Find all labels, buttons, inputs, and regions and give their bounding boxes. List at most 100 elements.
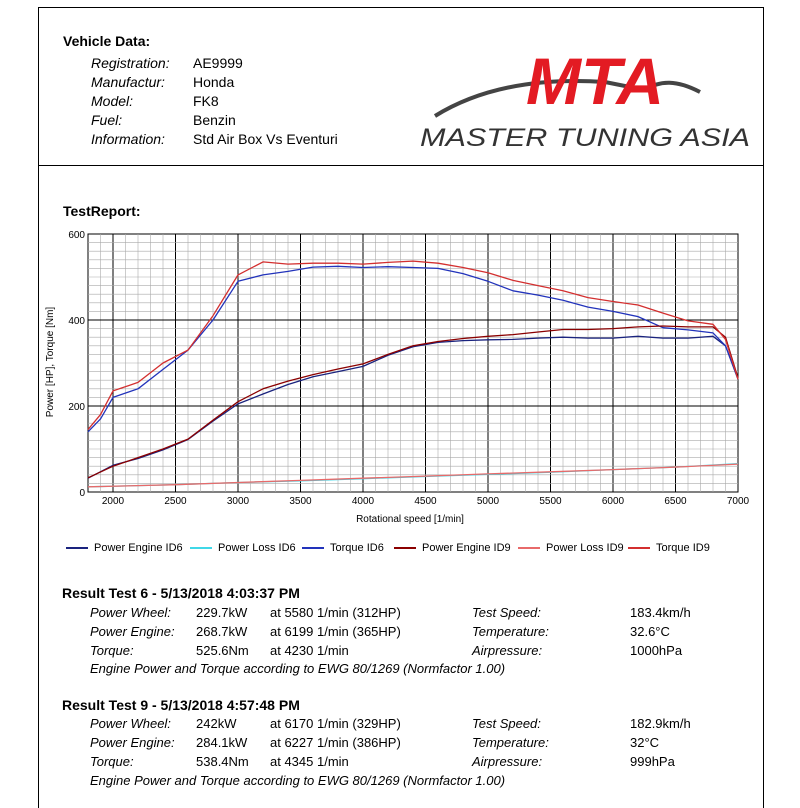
- chart-axes: 2000 2500 3000 3500 4000 4500 5000 5500 6000 6500…: [68, 230, 749, 507]
- logo-mark: MTA: [526, 44, 664, 118]
- logo-text: MASTER TUNING ASIA: [420, 124, 750, 152]
- result-note: Engine Power and Torque according to EWG…: [90, 773, 506, 788]
- result-param-value: 1000hPa: [630, 643, 683, 658]
- result-detail: at 6199 1/min (365HP): [270, 624, 401, 639]
- result-value: 268.7kW: [196, 624, 248, 639]
- y-tick-label: 600: [68, 230, 85, 241]
- vehicle-row-fuel: Fuel: Benzin: [39, 112, 399, 130]
- result-label: Torque:: [90, 643, 134, 658]
- x-tick-label: 7000: [727, 496, 750, 507]
- x-tick-label: 3500: [289, 496, 312, 507]
- vehicle-label: Fuel:: [91, 112, 123, 128]
- legend-item: Power Loss ID6: [190, 542, 296, 554]
- result-detail: at 6170 1/min (329HP): [270, 716, 401, 731]
- vehicle-value: AE9999: [193, 55, 243, 71]
- legend-swatch: [394, 547, 416, 549]
- series-line-torque-id6: [87, 265, 739, 433]
- vehicle-row-registration: Registration: AE9999: [39, 55, 399, 73]
- result-value: 538.4Nm: [196, 754, 249, 769]
- x-tick-label: 2000: [102, 496, 125, 507]
- legend-label: Torque ID6: [330, 542, 384, 554]
- result-detail: at 4345 1/min: [270, 754, 349, 769]
- report-frame: Vehicle Data: Registration: AE9999 Manuf…: [38, 7, 764, 808]
- result-detail: at 4230 1/min: [270, 643, 349, 658]
- vehicle-label: Information:: [91, 131, 165, 147]
- x-tick-label: 5000: [477, 496, 500, 507]
- legend-swatch: [518, 547, 540, 549]
- legend-label: Torque ID9: [656, 542, 710, 554]
- chart-grid: [87, 233, 739, 493]
- result-value: 284.1kW: [196, 735, 248, 750]
- result-param-value: 32°C: [630, 735, 660, 750]
- legend-item: Power Engine ID6: [66, 542, 183, 554]
- vehicle-row-model: Model: FK8: [39, 93, 399, 111]
- legend-item: Torque ID6: [302, 542, 384, 554]
- result-param-value: 999hPa: [630, 754, 675, 769]
- results-area: Result Test 6 - 5/13/2018 4:03:37 PM Pow…: [38, 0, 762, 800]
- result-label: Power Engine:: [90, 735, 175, 750]
- result-param-value: 182.9km/h: [630, 716, 691, 731]
- series-line-power-engine-id9: [87, 325, 739, 479]
- result-param: Temperature:: [472, 735, 549, 750]
- legend-swatch: [190, 547, 212, 549]
- legend-label: Power Loss ID9: [546, 542, 624, 554]
- vehicle-label: Model:: [91, 93, 134, 109]
- x-tick-label: 6500: [664, 496, 687, 507]
- result-label: Torque:: [90, 754, 134, 769]
- legend-swatch: [66, 547, 88, 549]
- vehicle-row-manufacturer: Manufactur: Honda: [39, 74, 399, 92]
- y-axis-label: Power [HP], Torque [Nm]: [45, 307, 56, 418]
- series-line-torque-id9: [87, 260, 739, 431]
- result-detail: at 6227 1/min (386HP): [270, 735, 401, 750]
- result-title: Result Test 6 - 5/13/2018 4:03:37 PM: [62, 585, 300, 601]
- x-tick-label: 4500: [414, 496, 437, 507]
- result-param: Test Speed:: [472, 605, 541, 620]
- vehicle-label: Registration:: [91, 55, 170, 71]
- vehicle-value: Benzin: [193, 112, 236, 128]
- vehicle-row-information: Information: Std Air Box Vs Eventuri: [39, 131, 399, 149]
- x-tick-label: 3000: [227, 496, 250, 507]
- vehicle-label: Manufactur:: [91, 74, 165, 90]
- result-param-value: 183.4km/h: [630, 605, 691, 620]
- x-tick-label: 2500: [164, 496, 187, 507]
- result-param: Airpressure:: [472, 643, 543, 658]
- result-param: Airpressure:: [472, 754, 543, 769]
- x-axis-label: Rotational speed [1/min]: [356, 514, 464, 525]
- vehicle-data-title: Vehicle Data:: [63, 33, 151, 49]
- result-param: Test Speed:: [472, 716, 541, 731]
- chart-series: [87, 260, 739, 488]
- result-label: Power Wheel:: [90, 605, 171, 620]
- result-param: Temperature:: [472, 624, 549, 639]
- y-tick-label: 200: [68, 402, 85, 413]
- y-tick-label: 400: [68, 316, 85, 327]
- x-tick-label: 6000: [602, 496, 625, 507]
- section-divider: [39, 165, 763, 166]
- vehicle-value: Honda: [193, 74, 235, 90]
- legend-label: Power Engine ID6: [94, 542, 183, 554]
- report-title: TestReport:: [63, 203, 141, 219]
- legend-swatch: [628, 547, 650, 549]
- x-tick-label: 5500: [539, 496, 562, 507]
- x-tick-label: 4000: [352, 496, 375, 507]
- logo-swoosh: [433, 78, 701, 118]
- legend-item: Torque ID9: [628, 542, 710, 554]
- legend-label: Power Engine ID9: [422, 542, 511, 554]
- result-param-value: 32.6°C: [630, 624, 670, 639]
- dyno-chart: 2000 2500 3000 3500 4000 4500 5000 5500 6000 6500…: [45, 230, 750, 525]
- legend-item: Power Loss ID9: [518, 542, 624, 554]
- mta-logo: MTA MASTER TUNING ASIA: [420, 44, 750, 152]
- result-label: Power Engine:: [90, 624, 175, 639]
- legend-item: Power Engine ID9: [394, 542, 511, 554]
- result-value: 229.7kW: [196, 605, 248, 620]
- result-value: 525.6Nm: [196, 643, 249, 658]
- vehicle-value: Std Air Box Vs Eventuri: [193, 131, 338, 147]
- result-title: Result Test 9 - 5/13/2018 4:57:48 PM: [62, 697, 300, 713]
- series-line-power-loss-id9: [87, 463, 739, 488]
- legend-label: Power Loss ID6: [218, 542, 296, 554]
- y-tick-label: 0: [79, 488, 85, 499]
- result-detail: at 5580 1/min (312HP): [270, 605, 401, 620]
- result-label: Power Wheel:: [90, 716, 171, 731]
- vehicle-value: FK8: [193, 93, 219, 109]
- result-note: Engine Power and Torque according to EWG…: [90, 661, 506, 676]
- result-value: 242kW: [196, 716, 237, 731]
